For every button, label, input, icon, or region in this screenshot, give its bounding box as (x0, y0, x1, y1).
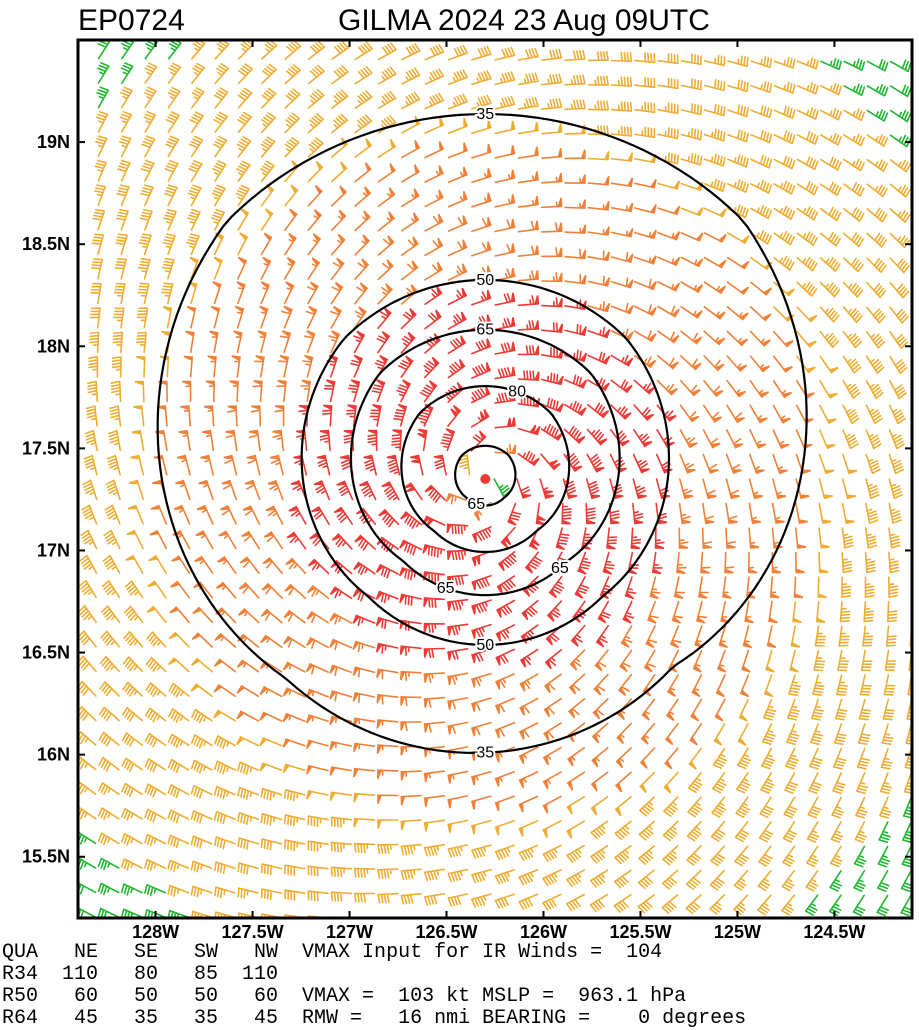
storm-center (480, 474, 490, 484)
title-left: EP0724 (78, 4, 185, 37)
svg-text:126W: 126W (520, 922, 567, 942)
svg-text:127W: 127W (326, 922, 373, 942)
svg-text:16N: 16N (37, 745, 70, 765)
svg-text:17N: 17N (37, 540, 70, 560)
svg-text:65: 65 (467, 496, 485, 513)
footer-line: QUA NE SE SW NW VMAX Input for IR Winds … (2, 942, 662, 964)
wind-barbs (75, 39, 919, 941)
svg-text:35: 35 (476, 745, 494, 762)
svg-text:50: 50 (476, 637, 494, 654)
svg-text:65: 65 (476, 322, 494, 339)
svg-text:16.5N: 16.5N (22, 643, 70, 663)
footer-line: R34 110 80 85 110 (2, 964, 278, 986)
svg-text:125.5W: 125.5W (609, 922, 671, 942)
wind-plot: 35 35 50 50 65 65 65 80 65 128W 127.5W 127W 126.5W 12… (0, 0, 919, 1014)
svg-text:15.5N: 15.5N (22, 847, 70, 867)
footer-line: R50 60 50 50 60 VMAX = 103 kt MSLP = 963… (2, 986, 686, 1008)
svg-text:19N: 19N (37, 132, 70, 152)
svg-text:18.5N: 18.5N (22, 234, 70, 254)
svg-text:125W: 125W (714, 922, 761, 942)
svg-text:80: 80 (508, 384, 526, 401)
svg-text:50: 50 (476, 272, 494, 289)
svg-text:65: 65 (437, 580, 455, 597)
svg-text:127.5W: 127.5W (222, 922, 284, 942)
svg-text:124.5W: 124.5W (803, 922, 865, 942)
svg-text:18N: 18N (37, 336, 70, 356)
svg-text:128W: 128W (132, 922, 179, 942)
svg-text:126.5W: 126.5W (415, 922, 477, 942)
svg-text:65: 65 (551, 560, 569, 577)
svg-text:35: 35 (476, 106, 494, 123)
svg-text:17.5N: 17.5N (22, 438, 70, 458)
title-right: GILMA 2024 23 Aug 09UTC (338, 4, 710, 37)
footer-line: R64 45 35 35 45 RMW = 16 nmi BEARING = 0… (2, 1008, 746, 1030)
